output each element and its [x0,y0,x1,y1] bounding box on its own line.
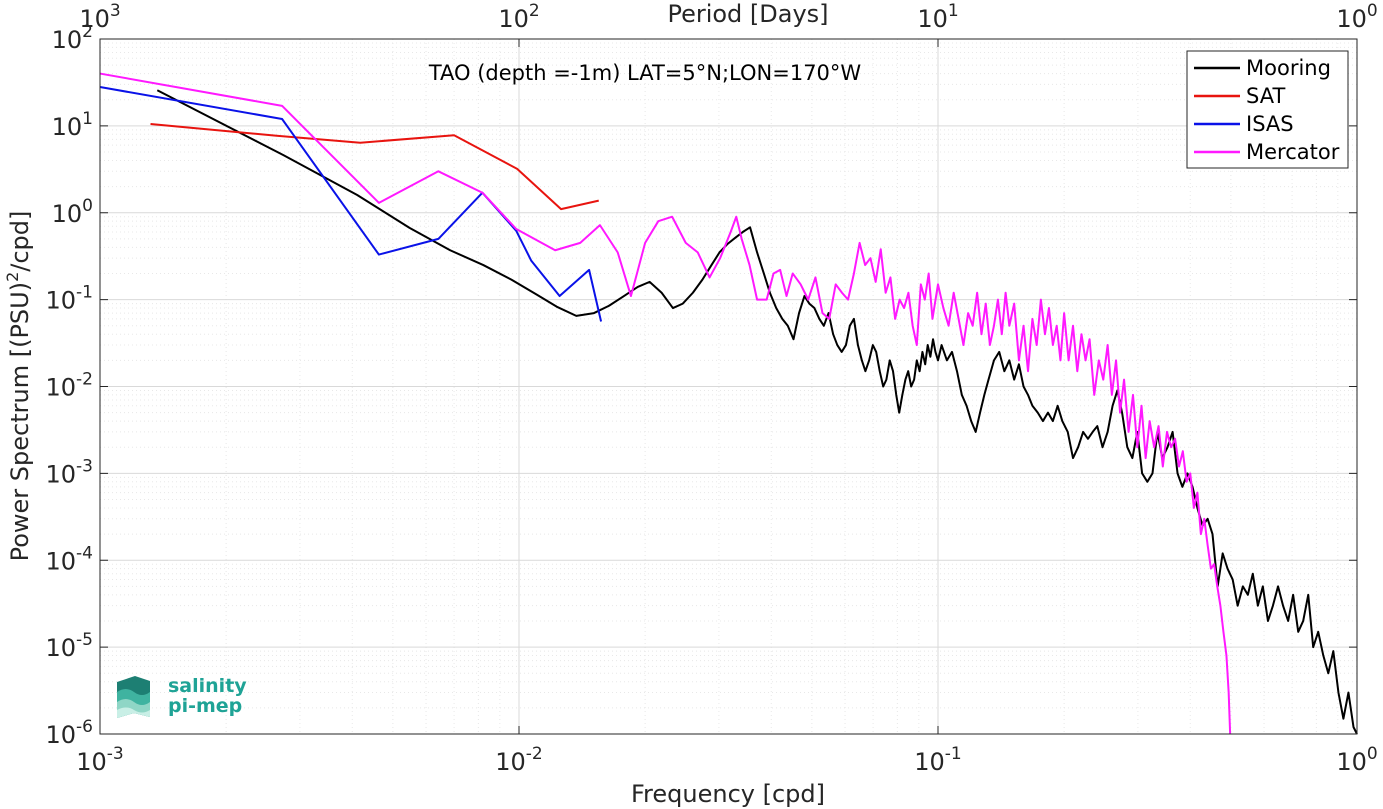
logo-mark-icon [117,676,150,718]
top-tick-label: 103 [79,1,120,33]
x-axis-title: Frequency [cpd] [631,780,825,808]
y-tick-label: 10-6 [46,717,94,749]
logo-text-line1: salinity [168,675,247,697]
y-tick-label: 10-3 [46,456,94,488]
legend-label-mercator: Mercator [1246,140,1340,164]
top-tick-label: 100 [1336,1,1377,33]
legend-label-mooring: Mooring [1246,56,1331,80]
y-axis-title-tail: /cpd] [6,211,34,272]
y-tick-label: 10-5 [46,630,94,662]
series-line-mooring [156,89,1358,735]
series-line-mercator [99,72,1232,735]
top-axis-title: Period [Days] [667,0,828,28]
logo-text-line2: pi-mep [168,695,242,717]
legend-label-sat: SAT [1246,84,1285,108]
chart-annotation: TAO (depth =-1m) LAT=5°N;LON=170°W [428,61,862,85]
top-tick-label: 101 [917,1,958,33]
y-axis-title-exp: 2 [3,272,22,282]
y-tick-label: 10-4 [46,543,94,575]
y-tick-label: 102 [52,22,93,54]
y-tick-label: 100 [52,196,93,228]
y-tick-label: 101 [52,109,93,141]
y-axis-title: Power Spectrum [(PSU)2/cpd] [3,211,34,562]
series-group [99,72,1358,735]
salinity-pimep-logo: salinity pi-mep [117,675,247,718]
grid [99,39,1357,735]
y-axis-title-base: Power Spectrum [(PSU) [6,282,34,561]
x-tick-label: 100 [1336,744,1377,776]
y-tick-label: 10-2 [46,370,94,402]
legend-box [1186,50,1349,169]
legend: Mooring SAT ISAS Mercator [1186,50,1349,169]
x-tick-label: 10-2 [495,744,543,776]
series-line-sat [150,123,599,211]
x-tick-label: 10-3 [76,744,124,776]
x-tick-label: 10-1 [914,744,962,776]
legend-label-isas: ISAS [1246,112,1294,136]
top-tick-label: 102 [498,1,539,33]
y-tick-label: 10-1 [46,283,94,315]
